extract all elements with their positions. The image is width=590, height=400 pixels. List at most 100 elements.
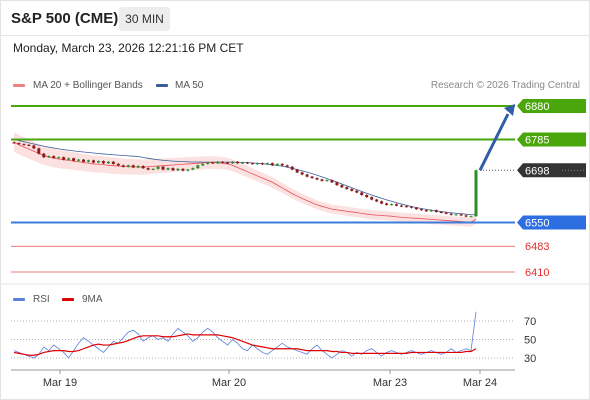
x-tick-label: Mar 19 [43,377,77,389]
header-divider [0,35,590,36]
chart-datetime: Monday, March 23, 2026 12:21:16 PM CET [13,41,244,55]
ma20-line [13,141,477,223]
rsi-level-label-30: 30 [524,353,536,365]
timeframe-badge[interactable]: 30 MIN [119,7,170,31]
candle-body [62,157,66,160]
x-tick-label: Mar 20 [212,377,246,389]
ma50-line [13,138,477,216]
candle-body [295,169,299,173]
candle-body [340,185,344,188]
candle-body [67,158,71,160]
candle-body [255,163,259,165]
candle-body [370,197,374,200]
legend-item-9ma: 9MA [62,294,103,305]
candle-body [126,165,130,167]
rsi-level-label-50: 50 [524,335,536,347]
x-tick-label: Mar 23 [373,377,407,389]
candle-body [151,168,155,170]
legend-label-ma50: MA 50 [175,80,204,91]
candle-body [275,163,279,166]
level-label-6550: 6550 [525,218,549,230]
candle-body [355,190,359,193]
candle-body [111,161,115,164]
candle-body [260,163,264,165]
candle-body [196,165,200,169]
candle-body [201,163,205,166]
legend-item-ma20: MA 20 + Bollinger Bands [13,80,143,91]
candle-body [285,165,289,167]
candle-body [250,163,254,165]
forecast-arrow-head [504,104,515,116]
candle-body [106,161,110,164]
candle-body [82,159,86,162]
symbol-title: S&P 500 (CME) [11,10,119,27]
candle-body [429,210,433,212]
legend-swatch-9ma [62,298,74,301]
level-tag-6698 [517,163,586,178]
rsi-level-label-70: 70 [524,316,536,328]
candle-body [399,205,403,207]
candle-body [434,210,438,212]
candle-body [171,168,175,171]
candle-body [454,214,458,216]
x-tick-label: Mar 24 [463,377,497,389]
legend-label-rsi: RSI [33,294,50,305]
candle-body [474,170,478,217]
candle-body [96,161,100,163]
candle-body [121,165,125,167]
candle-body [216,161,220,164]
rsi-ma-line [13,333,477,356]
candle-body [91,160,95,163]
candle-body [325,180,329,182]
legend-swatch-rsi [13,298,25,301]
candle-body [414,207,418,210]
legend-swatch-ma50 [156,84,168,87]
candle-body [17,143,21,145]
legend-item-rsi: RSI [13,294,50,305]
candle-body [161,166,165,170]
candle-body [156,166,160,169]
rsi-line [13,311,477,359]
candle-body [449,213,453,215]
candle-body [315,178,319,180]
candle-body [404,206,408,208]
candle-body [87,160,91,162]
copyright-text: Research © 2026 Trading Central [430,80,580,91]
candle-body [385,203,389,205]
legend-swatch-ma20 [13,84,25,87]
candle-body [37,148,41,154]
legend-label-9ma: 9MA [82,294,103,305]
candle-body [72,158,76,161]
candle-body [444,212,448,214]
level-tag-6880 [517,99,586,113]
candle-body [424,210,428,212]
candle-body [350,189,354,191]
candle-body [365,195,369,198]
candle-body [241,162,245,164]
candle-body [181,168,185,171]
candle-body [57,157,61,159]
level-label-6410: 6410 [525,267,549,279]
candle-body [395,204,399,206]
level-label-6880: 6880 [525,101,549,113]
candle-body [131,165,135,168]
candle-body [226,162,230,164]
candle-body [320,179,324,181]
candle-body [335,182,339,186]
candle-body [47,156,51,158]
candle-body [77,159,81,161]
candle-body [206,162,210,164]
candle-body [409,206,413,208]
candle-body [290,166,294,170]
candle-body [469,216,473,218]
candle-body [211,162,215,164]
candle-body [141,166,145,169]
bollinger-band [14,132,476,227]
candle-body [221,161,225,163]
candle-body [245,162,249,164]
chart-header: S&P 500 (CME) 30 MIN [0,0,590,36]
candle-body [176,168,180,171]
candle-body [310,176,314,179]
candle-body [52,156,56,158]
